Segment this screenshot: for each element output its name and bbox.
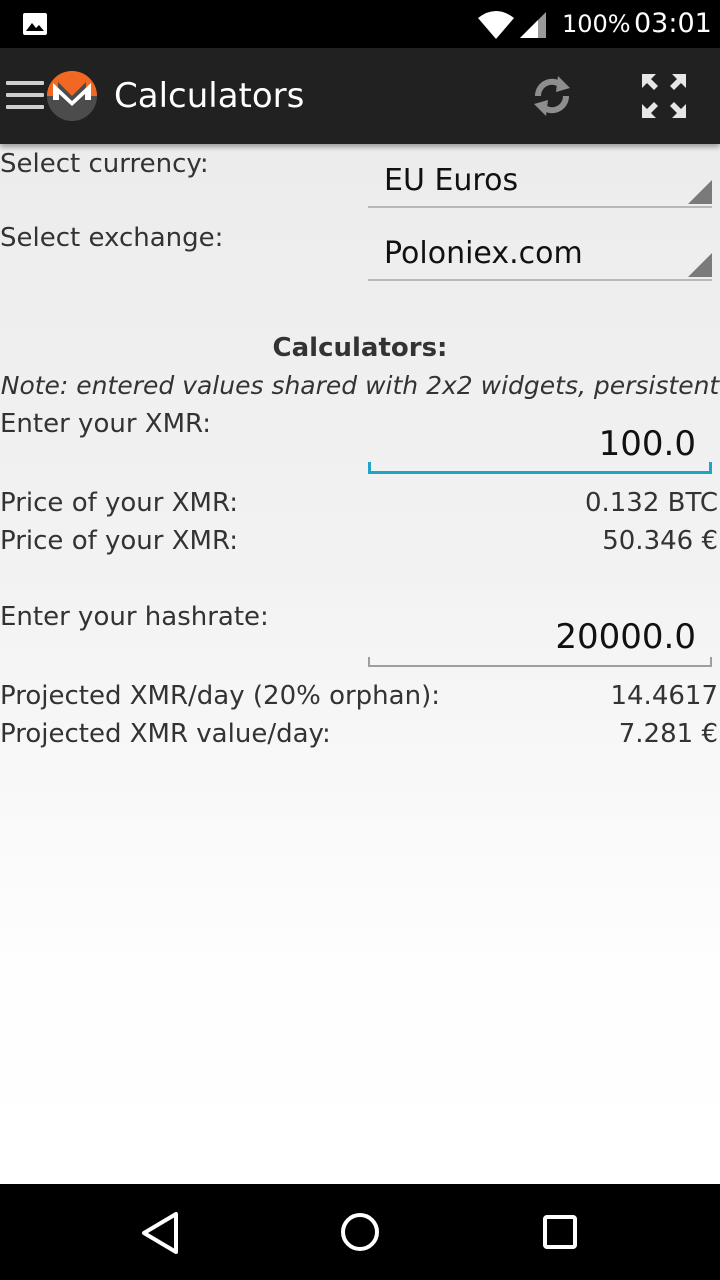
xmr-input-label: Enter your XMR: bbox=[0, 409, 212, 439]
hashrate-input[interactable]: 20000.0 bbox=[368, 609, 712, 667]
price-btc-label: Price of your XMR: bbox=[0, 488, 239, 518]
projected-day-label: Projected XMR/day (20% orphan): bbox=[0, 681, 440, 711]
app-title: Calculators bbox=[114, 76, 305, 116]
currency-spinner[interactable]: EU Euros bbox=[368, 154, 712, 208]
currency-label: Select currency: bbox=[0, 149, 209, 179]
price-eur-label: Price of your XMR: bbox=[0, 526, 239, 556]
status-bar: 100% 03:01 bbox=[0, 0, 720, 48]
content-area: Select currency: EU Euros Select exchang… bbox=[0, 144, 720, 1184]
wifi-icon bbox=[478, 11, 514, 39]
menu-icon[interactable] bbox=[6, 81, 44, 111]
clock: 03:01 bbox=[634, 8, 712, 39]
calculators-note: Note: entered values shared with 2x2 wid… bbox=[0, 371, 720, 400]
projected-day-value: 14.4617 bbox=[610, 681, 718, 711]
gallery-icon bbox=[23, 13, 47, 35]
price-btc-value: 0.132 BTC bbox=[584, 488, 718, 518]
projected-value-label: Projected XMR value/day: bbox=[0, 719, 331, 749]
hashrate-input-label: Enter your hashrate: bbox=[0, 602, 269, 632]
app-bar: Calculators bbox=[0, 48, 720, 144]
exchange-value: Poloniex.com bbox=[384, 236, 583, 271]
calculators-heading: Calculators: bbox=[272, 333, 448, 363]
home-icon[interactable] bbox=[334, 1206, 386, 1258]
exchange-spinner[interactable]: Poloniex.com bbox=[368, 227, 712, 281]
projected-value-value: 7.281 € bbox=[618, 719, 718, 749]
back-icon[interactable] bbox=[136, 1208, 186, 1258]
exchange-label: Select exchange: bbox=[0, 223, 224, 253]
price-eur-value: 50.346 € bbox=[602, 526, 718, 556]
dropdown-arrow-icon bbox=[688, 180, 712, 204]
monero-logo bbox=[47, 71, 97, 121]
fullscreen-icon[interactable] bbox=[632, 68, 696, 124]
navigation-bar bbox=[0, 1184, 720, 1280]
xmr-input[interactable]: 100.0 bbox=[368, 416, 712, 474]
battery-level: 100% bbox=[562, 10, 631, 38]
currency-value: EU Euros bbox=[384, 163, 519, 198]
recents-icon[interactable] bbox=[536, 1208, 584, 1256]
dropdown-arrow-icon bbox=[688, 253, 712, 277]
refresh-icon[interactable] bbox=[520, 70, 584, 122]
signal-icon bbox=[520, 12, 546, 38]
